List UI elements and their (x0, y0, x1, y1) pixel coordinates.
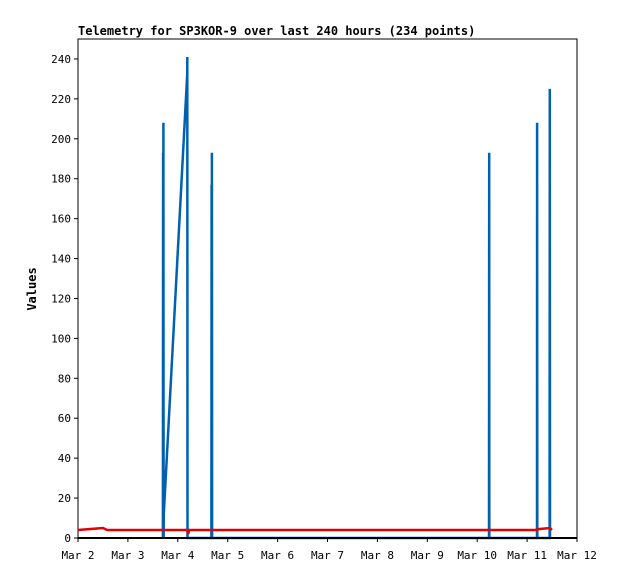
tick-layer: 0 20 40 60 80 100 120 140 160 180 200 220 240 Mar 2 Ma… (51, 53, 597, 562)
chart-title: Telemetry for SP3KOR-9 over last 240 hou… (78, 24, 475, 38)
plot-frame (77, 38, 578, 539)
y-axis-label: Values (25, 267, 39, 310)
y-tick-label: 40 (58, 452, 71, 465)
y-tick-label: 140 (51, 253, 71, 266)
x-tick-label: Mar 10 (457, 549, 497, 562)
x-tick-label: Mar 4 (161, 549, 194, 562)
y-tick-label: 60 (58, 412, 71, 425)
y-tick-label: 0 (64, 532, 71, 545)
y-tick-label: 80 (58, 372, 71, 385)
x-tick-label: Mar 6 (261, 549, 294, 562)
x-tick-label: Mar 8 (361, 549, 394, 562)
x-tick-label: Mar 12 (557, 549, 597, 562)
y-tick-label: 220 (51, 93, 71, 106)
y-tick-label: 200 (51, 133, 71, 146)
y-tick-label: 180 (51, 173, 71, 186)
x-tick-label: Mar 7 (311, 549, 344, 562)
y-tick-label: 120 (51, 292, 71, 305)
y-tick-label: 160 (51, 213, 71, 226)
y-tick-label: 240 (51, 53, 71, 66)
series-line-2 (77, 526, 553, 535)
y-tick-label: 100 (51, 332, 71, 345)
series-line-1 (161, 56, 552, 540)
series-layer (77, 56, 577, 540)
x-tick-label: Mar 9 (411, 549, 444, 562)
x-tick-label: Mar 2 (61, 549, 94, 562)
x-tick-label: Mar 3 (111, 549, 144, 562)
x-tick-label: Mar 11 (507, 549, 547, 562)
y-tick-label: 20 (58, 492, 71, 505)
x-tick-label: Mar 5 (211, 549, 244, 562)
